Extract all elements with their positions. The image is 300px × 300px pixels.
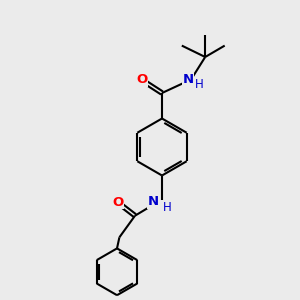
Text: H: H <box>163 201 172 214</box>
Text: O: O <box>112 196 124 209</box>
Text: H: H <box>195 77 204 91</box>
Text: N: N <box>147 195 159 208</box>
Text: O: O <box>136 73 148 86</box>
Text: N: N <box>182 73 194 86</box>
